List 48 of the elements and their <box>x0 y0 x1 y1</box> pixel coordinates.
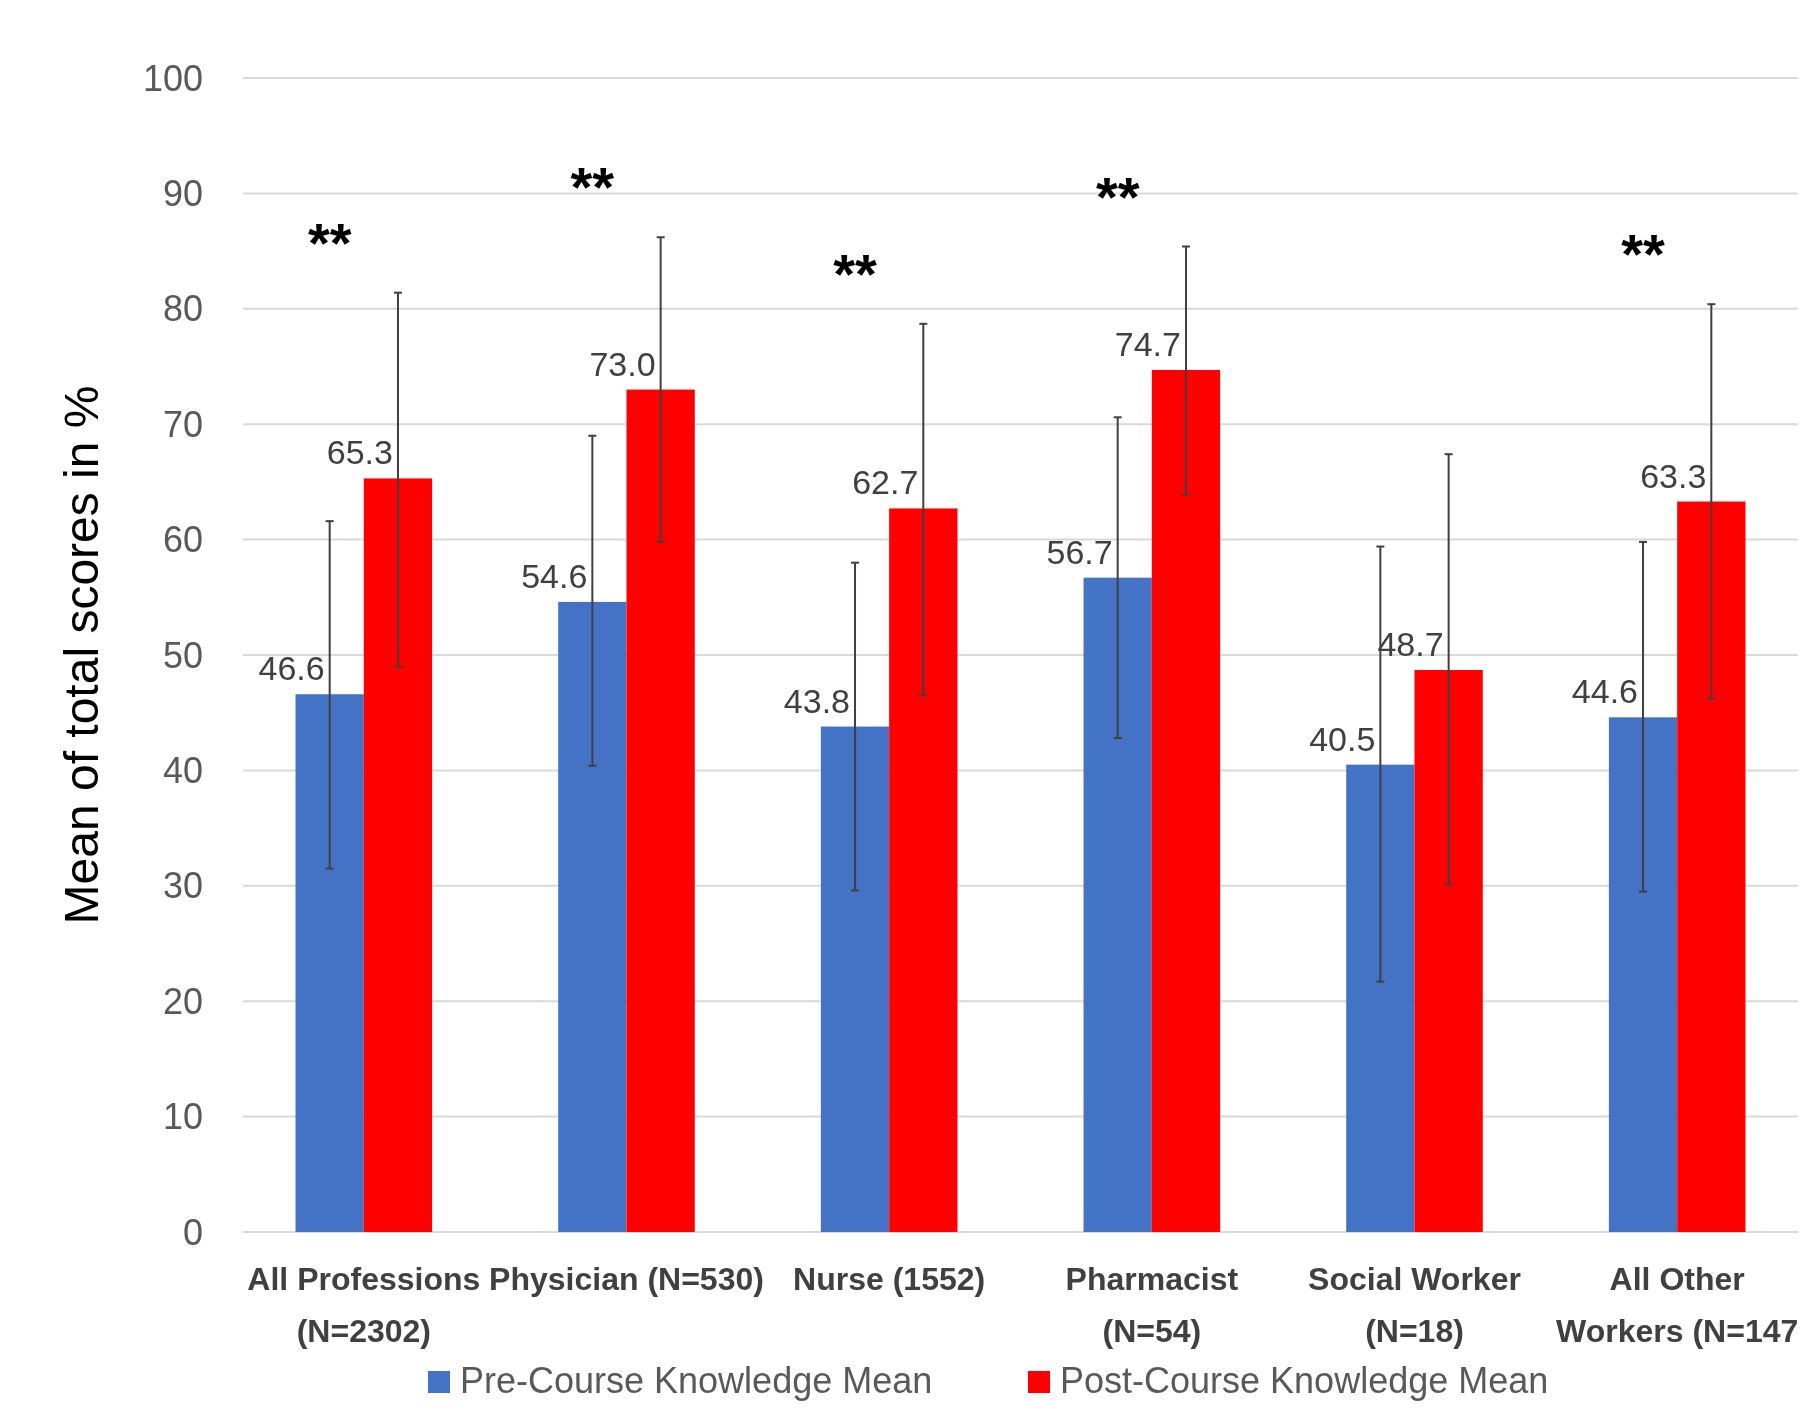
x-tick-label: Social Worker (N=18) <box>1308 1261 1521 1349</box>
data-label: 56.7 <box>1046 532 1113 571</box>
data-label: 63.3 <box>1640 456 1707 495</box>
bar <box>1083 577 1152 1232</box>
bar <box>1151 369 1221 1232</box>
annotation: ** <box>833 242 878 305</box>
x-tick-label: Nurse (1552) <box>793 1261 986 1297</box>
y-tick-label: 60 <box>162 519 203 561</box>
bar <box>889 508 958 1232</box>
annotation: ** <box>307 210 352 274</box>
annotation: ** <box>1621 222 1666 286</box>
data-label: 54.6 <box>521 556 588 595</box>
bar <box>1414 670 1483 1232</box>
data-label: 43.8 <box>783 681 851 720</box>
y-tick-label: 10 <box>162 1096 203 1138</box>
bar <box>1608 717 1678 1232</box>
y-tick-label: 20 <box>162 980 203 1022</box>
y-tick-label: 90 <box>162 173 203 214</box>
bar <box>558 601 627 1232</box>
annotation: ** <box>1095 164 1140 228</box>
data-label: 74.7 <box>1114 324 1181 363</box>
x-tick-label: Pharmacist (N=54) <box>1065 1261 1239 1349</box>
legend-label: Pre-Course Knowledge Mean <box>460 1360 933 1401</box>
x-tick-label: All Professions (N=2302) <box>247 1261 481 1349</box>
x-tick-label: Physician (N=530) <box>489 1261 764 1297</box>
data-label: 44.6 <box>1571 672 1639 711</box>
y-tick-label: 80 <box>162 288 203 330</box>
y-tick-label: 30 <box>162 865 203 907</box>
y-tick-label: 40 <box>162 750 203 791</box>
data-label: 40.5 <box>1309 719 1376 758</box>
bar <box>363 478 433 1232</box>
data-label: 46.6 <box>258 649 325 688</box>
y-tick-label: 50 <box>162 634 203 676</box>
y-tick-label: 0 <box>182 1211 203 1253</box>
bar <box>1677 501 1746 1232</box>
bar <box>1346 764 1415 1232</box>
y-tick-label: 70 <box>162 403 203 445</box>
y-axis-title: Mean of total scores in % <box>55 385 108 925</box>
annotation: ** <box>570 155 615 219</box>
legend-label: Post-Course Knowledge Mean <box>1060 1360 1549 1401</box>
bar <box>295 694 364 1232</box>
bar <box>626 389 695 1232</box>
data-label: 62.7 <box>852 463 919 502</box>
data-label: 73.0 <box>589 344 656 383</box>
data-label: 65.3 <box>326 433 393 472</box>
bar <box>820 726 890 1232</box>
y-tick-label: 100 <box>142 57 203 99</box>
x-tick-label: All Other Workers (N=147 <box>1556 1261 1799 1349</box>
